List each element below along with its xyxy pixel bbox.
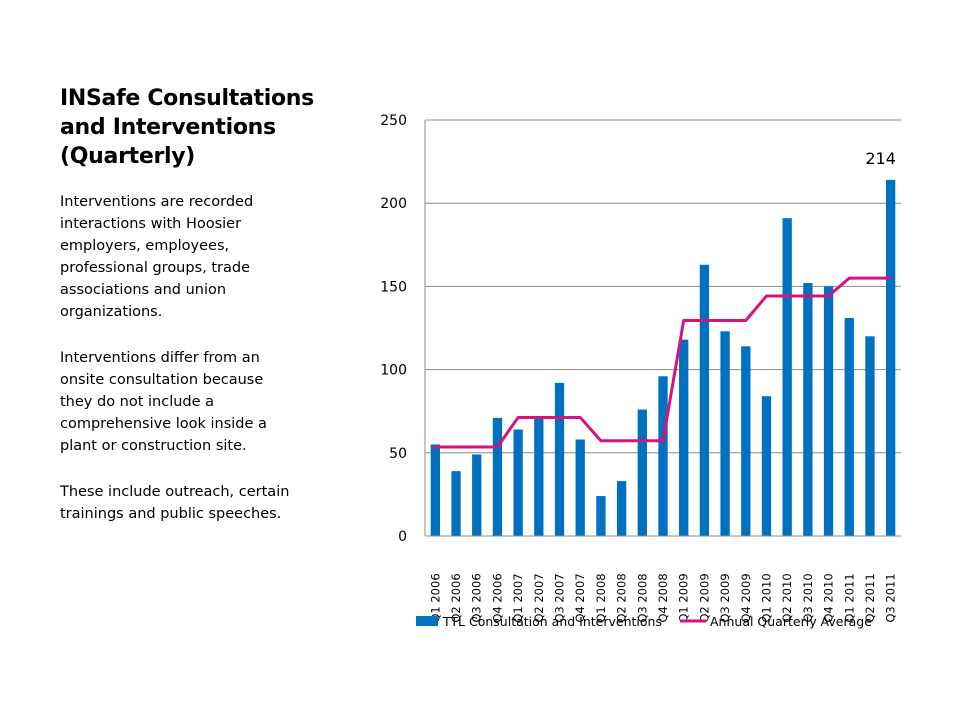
bar [844,318,854,536]
x-tick-label: Q4 2007 [573,573,587,622]
bar [658,376,668,536]
bar [472,454,482,536]
legend-label-line: Annual Quarterly Average [710,614,872,629]
bar [865,336,875,536]
y-tick-label: 50 [389,446,407,462]
y-tick-label: 0 [398,529,407,545]
bar [575,439,585,536]
bar [554,382,565,536]
description-paragraph-3: These include outreach, certain training… [60,484,290,522]
x-tick-label: Q4 2010 [822,573,836,622]
x-tick-label: Q3 2009 [718,573,732,622]
bar [720,331,730,536]
bar [430,444,441,536]
y-tick-label: 150 [380,279,407,295]
description-paragraph-1: Interventions are recorded interactions … [60,194,254,320]
x-tick-label: Q2 2008 [615,573,629,622]
average-line [433,276,893,449]
bar [823,286,834,536]
description-paragraph-2: Interventions differ from an onsite cons… [60,350,267,454]
bar [741,346,751,536]
y-tick-label: 100 [380,363,407,379]
x-tick-label: Q2 2006 [449,573,463,622]
x-tick-label: Q3 2007 [553,573,567,622]
x-tick-label: Q1 2006 [428,573,442,622]
bar [534,417,544,536]
x-tick-label: Q2 2011 [863,573,877,622]
data-label: 214 [865,149,896,168]
bar [761,396,772,536]
bar [492,417,503,536]
x-tick-label: Q3 2010 [801,573,815,622]
text-panel: INSafe Consultations and Interventions (… [60,84,350,549]
x-tick-label: Q1 2010 [759,573,773,622]
bar [699,264,710,536]
x-tick-label: Q4 2009 [739,573,753,622]
bar [885,179,896,537]
y-tick-label: 200 [380,196,407,212]
x-tick-label: Q3 2011 [884,573,898,622]
bar [637,409,647,536]
x-tick-label: Q3 2008 [635,573,649,622]
x-tick-label: Q4 2008 [656,573,670,622]
bar [616,481,627,536]
x-tick-label: Q3 2006 [470,573,484,622]
legend-label-bar: TTL Consultation and Interventions [442,614,662,629]
bar [679,339,689,536]
x-tick-label: Q2 2007 [532,573,546,622]
x-tick-label: Q1 2007 [511,573,525,622]
x-tick-label: Q1 2011 [842,573,856,622]
x-tick-label: Q1 2008 [594,573,608,622]
bar [782,218,792,536]
x-tick-label: Q2 2010 [780,573,794,622]
bar [803,283,813,536]
bar [451,471,461,536]
y-tick-label: 250 [380,113,407,129]
x-tick-label: Q2 2009 [697,573,711,622]
page-title: INSafe Consultations and Interventions (… [60,86,314,169]
legend-swatch-bar [416,616,438,626]
x-tick-label: Q4 2006 [490,573,504,622]
bar [513,429,523,536]
bar [596,496,606,536]
x-tick-label: Q1 2009 [677,573,691,622]
